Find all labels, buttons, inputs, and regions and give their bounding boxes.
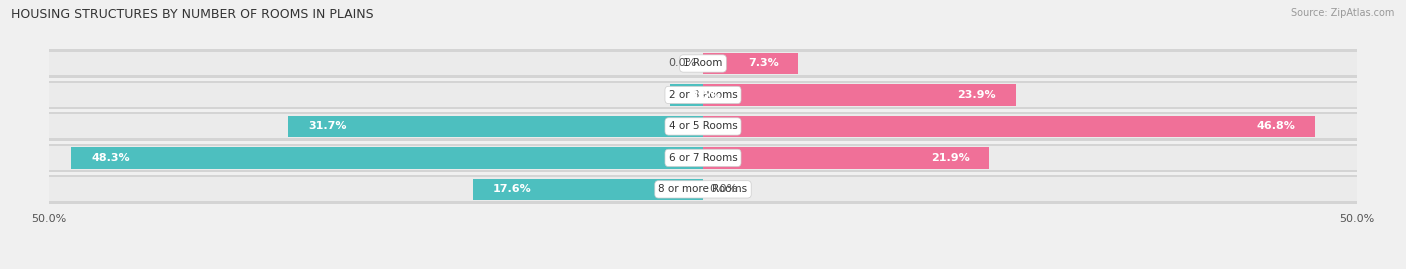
Text: 2.5%: 2.5% <box>690 90 721 100</box>
Bar <box>72 147 703 169</box>
Text: 6 or 7 Rooms: 6 or 7 Rooms <box>669 153 737 163</box>
Text: 2 or 3 Rooms: 2 or 3 Rooms <box>669 90 737 100</box>
Text: 4 or 5 Rooms: 4 or 5 Rooms <box>669 121 737 132</box>
Bar <box>49 146 1357 170</box>
Text: 0.0%: 0.0% <box>668 58 696 69</box>
Text: HOUSING STRUCTURES BY NUMBER OF ROOMS IN PLAINS: HOUSING STRUCTURES BY NUMBER OF ROOMS IN… <box>11 8 374 21</box>
Bar <box>703 147 990 169</box>
Text: 31.7%: 31.7% <box>308 121 347 132</box>
Bar <box>49 83 1357 107</box>
Bar <box>49 81 1357 109</box>
Bar <box>671 84 703 106</box>
Text: 7.3%: 7.3% <box>748 58 779 69</box>
Text: 17.6%: 17.6% <box>492 184 531 194</box>
Bar <box>472 179 703 200</box>
Text: 48.3%: 48.3% <box>91 153 129 163</box>
Bar <box>49 175 1357 204</box>
Bar <box>49 144 1357 172</box>
Text: 23.9%: 23.9% <box>957 90 995 100</box>
Text: Source: ZipAtlas.com: Source: ZipAtlas.com <box>1291 8 1395 18</box>
Text: 8 or more Rooms: 8 or more Rooms <box>658 184 748 194</box>
Bar <box>49 178 1357 201</box>
Text: 1 Room: 1 Room <box>683 58 723 69</box>
Bar <box>703 84 1015 106</box>
Bar <box>49 52 1357 75</box>
Bar <box>49 112 1357 141</box>
Bar <box>49 115 1357 138</box>
Bar <box>703 116 1315 137</box>
Text: 21.9%: 21.9% <box>931 153 970 163</box>
Bar <box>49 49 1357 78</box>
Bar <box>703 53 799 74</box>
Bar <box>288 116 703 137</box>
Text: 0.0%: 0.0% <box>710 184 738 194</box>
Text: 46.8%: 46.8% <box>1257 121 1295 132</box>
